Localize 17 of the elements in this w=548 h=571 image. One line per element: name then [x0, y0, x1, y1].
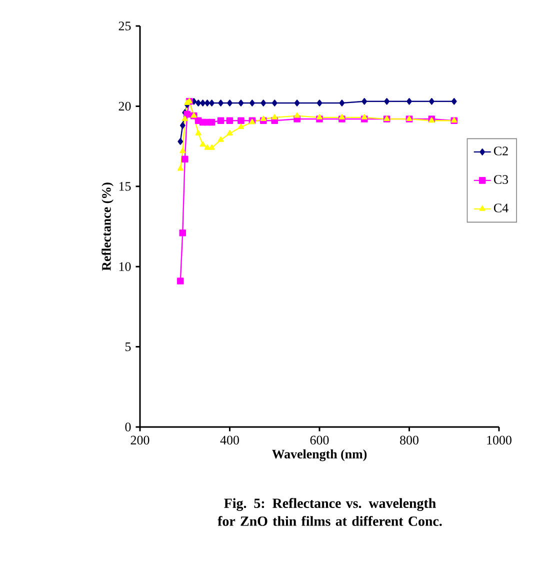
y-tick-label: 10 — [119, 262, 131, 271]
y-tick-label: 25 — [118, 22, 131, 30]
x-axis-title: Wavelength (nm) — [272, 449, 367, 462]
x-tick-label: 800 — [400, 436, 418, 444]
x-tick-label: 400 — [220, 436, 239, 444]
x-tick-label: 1000 — [487, 436, 512, 444]
legend-label: C3 — [494, 175, 508, 184]
y-tick-label: 0 — [125, 422, 131, 432]
x-tick-label: 200 — [130, 436, 150, 444]
y-tick-label: 15 — [119, 182, 131, 191]
y-tick-label: 5 — [126, 342, 131, 352]
x-tick-label: 600 — [310, 436, 329, 444]
legend-label: C2 — [494, 146, 508, 156]
caption: Fig. 5: Reflectance vs. wavelength for ZnO thin films at different Conc. — [218, 498, 442, 526]
legend-label: C4 — [494, 204, 508, 212]
y-axis-title: Reflectance (%) — [102, 182, 114, 271]
y-tick-label: 20 — [118, 102, 131, 111]
